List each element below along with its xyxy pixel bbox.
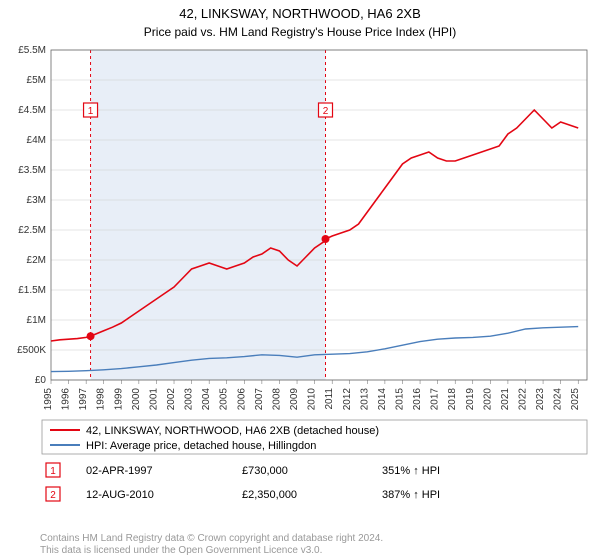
sale-row-marker-number: 2 [50, 490, 56, 501]
y-tick-label: £3M [27, 195, 46, 206]
chart-svg: 42, LINKSWAY, NORTHWOOD, HA6 2XB Price pa… [0, 0, 600, 560]
x-tick-label: 2000 [131, 388, 142, 411]
title-line1: 42, LINKSWAY, NORTHWOOD, HA6 2XB [179, 6, 421, 21]
sale-marker-dot [87, 332, 95, 340]
y-tick-label: £2M [27, 255, 46, 266]
sale-row-price: £2,350,000 [242, 489, 297, 501]
title-line2: Price paid vs. HM Land Registry's House … [144, 25, 456, 39]
sale-marker-dot [322, 235, 330, 243]
x-tick-label: 2017 [430, 388, 441, 411]
sale-row-delta: 387% ↑ HPI [382, 489, 440, 501]
x-tick-label: 2004 [201, 388, 212, 411]
x-tick-label: 2012 [342, 388, 353, 411]
y-tick-label: £1.5M [18, 285, 46, 296]
x-tick-label: 1997 [78, 388, 89, 411]
x-tick-label: 2011 [324, 388, 335, 410]
x-tick-label: 2010 [307, 388, 318, 411]
x-tick-label: 1998 [96, 388, 107, 411]
x-tick-label: 2007 [254, 388, 265, 411]
y-tick-label: £5M [27, 75, 46, 86]
x-tick-label: 2009 [289, 388, 300, 411]
y-tick-label: £2.5M [18, 225, 46, 236]
x-tick-label: 2019 [465, 388, 476, 411]
x-tick-label: 2014 [377, 388, 388, 411]
y-tick-label: £4M [27, 135, 46, 146]
x-tick-label: 2020 [482, 388, 493, 411]
y-tick-label: £1M [27, 315, 46, 326]
legend-label-1: 42, LINKSWAY, NORTHWOOD, HA6 2XB (detach… [86, 425, 379, 437]
x-tick-label: 1995 [43, 388, 54, 411]
y-tick-label: £500K [17, 345, 46, 356]
legend-label-2: HPI: Average price, detached house, Hill… [86, 440, 316, 452]
x-tick-label: 2006 [236, 388, 247, 411]
y-tick-label: £5.5M [18, 45, 46, 56]
x-tick-label: 2023 [535, 388, 546, 411]
x-tick-label: 2002 [166, 388, 177, 411]
sale-row-date: 02-APR-1997 [86, 465, 153, 477]
shaded-band [91, 50, 326, 380]
x-tick-label: 2003 [184, 388, 195, 411]
chart-container: 42, LINKSWAY, NORTHWOOD, HA6 2XB Price pa… [0, 0, 600, 560]
x-tick-label: 2008 [271, 388, 282, 411]
x-tick-label: 2001 [148, 388, 159, 411]
y-tick-label: £3.5M [18, 165, 46, 176]
x-tick-label: 1999 [113, 388, 124, 411]
x-tick-label: 2005 [219, 388, 230, 411]
x-tick-label: 2015 [394, 388, 405, 411]
sale-marker-number: 1 [88, 106, 94, 117]
x-tick-label: 2025 [570, 388, 581, 411]
x-tick-label: 2013 [359, 388, 370, 411]
footnote-line1: Contains HM Land Registry data © Crown c… [40, 533, 383, 544]
x-tick-label: 2021 [500, 388, 511, 411]
sale-row-marker-number: 1 [50, 466, 56, 477]
sale-marker-number: 2 [323, 106, 329, 117]
sale-row-price: £730,000 [242, 465, 288, 477]
y-tick-label: £0 [35, 375, 47, 386]
y-tick-label: £4.5M [18, 105, 46, 116]
footnote-line2: This data is licensed under the Open Gov… [40, 545, 322, 556]
x-tick-label: 2022 [517, 388, 528, 411]
sale-row-delta: 351% ↑ HPI [382, 465, 440, 477]
sale-row-date: 12-AUG-2010 [86, 489, 154, 501]
x-tick-label: 2018 [447, 388, 458, 411]
x-tick-label: 2016 [412, 388, 423, 411]
x-tick-label: 1996 [61, 388, 72, 411]
x-tick-label: 2024 [553, 388, 564, 411]
